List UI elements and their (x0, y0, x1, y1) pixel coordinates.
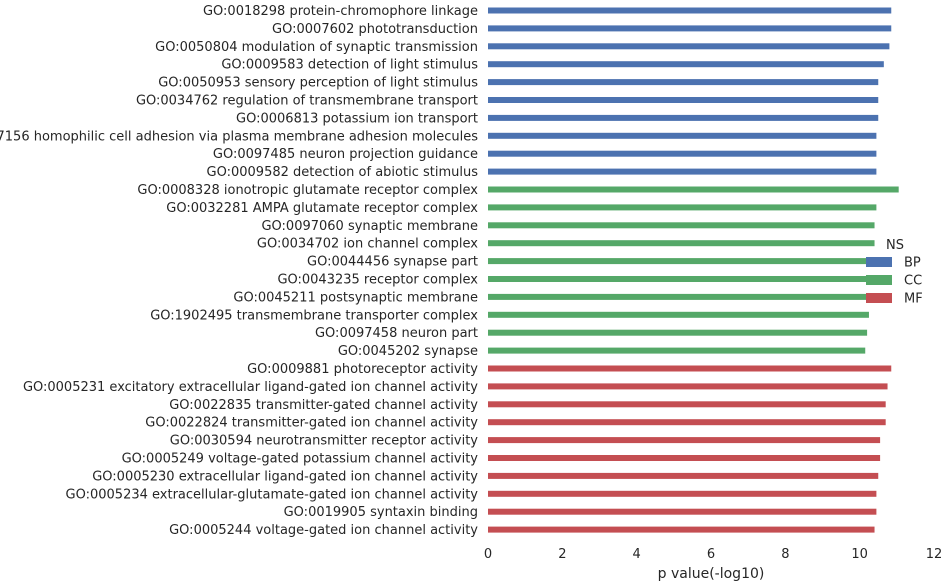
category-label: GO:0097485 neuron projection guidance (213, 147, 478, 162)
category-labels: GO:0018298 protein-chromophore linkage GO… (0, 4, 478, 538)
legend-swatch (866, 293, 892, 303)
category-label: GO:1902495 transmembrane transporter com… (150, 308, 478, 323)
category-label: GO:0008328 ionotropic glutamate receptor… (137, 183, 478, 198)
x-axis-title: p value(-log10) (658, 566, 765, 582)
x-tick-label: 4 (633, 547, 641, 562)
bar (488, 25, 892, 32)
x-tick-label: 10 (851, 547, 868, 562)
bar (488, 7, 892, 14)
category-label: GO:0050804 modulation of synaptic transm… (155, 40, 478, 55)
category-label: GO:0019905 syntaxin binding (284, 505, 478, 520)
bar (488, 293, 871, 300)
bar (488, 401, 886, 408)
category-label: GO:0043235 receptor complex (277, 273, 478, 288)
bar (488, 168, 877, 175)
x-tick-label: 8 (781, 547, 789, 562)
bar (488, 79, 879, 86)
category-label: GO:0005231 excitatory extracellular liga… (23, 380, 478, 395)
category-label: GO:0007602 phototransduction (272, 22, 478, 37)
category-label: GO:0022824 transmitter-gated ion channel… (145, 416, 478, 431)
bar (488, 455, 881, 461)
legend-swatch (866, 257, 892, 267)
bar (488, 383, 888, 390)
bar (488, 437, 881, 444)
bar (488, 347, 866, 354)
bar (488, 472, 879, 479)
legend-label: BP (904, 256, 921, 271)
legend-title: NS (886, 238, 904, 253)
bar (488, 311, 869, 318)
x-axis: 0 2 4 6 8 10 12 (484, 547, 942, 562)
category-label: GO:0034762 regulation of transmembrane t… (136, 94, 478, 109)
category-label: GO:0007156 homophilic cell adhesion via … (0, 129, 478, 144)
bar (488, 97, 879, 103)
bar (488, 150, 877, 157)
category-label: GO:0097458 neuron part (315, 326, 478, 341)
x-tick-label: 6 (707, 547, 715, 562)
category-label: GO:0045211 postsynaptic membrane (233, 290, 478, 305)
category-label: GO:0005234 extracellular-glutamate-gated… (66, 487, 479, 502)
bar (488, 419, 886, 426)
category-label: GO:0034702 ion channel complex (257, 237, 478, 252)
bars-layer (488, 7, 899, 533)
category-label: GO:0005244 voltage-gated ion channel act… (169, 523, 478, 538)
category-label: GO:0005230 extracellular ligand-gated io… (92, 469, 478, 484)
legend: NS BP CC MF (866, 238, 923, 307)
bar (488, 114, 879, 121)
category-label: GO:0022835 transmitter-gated channel act… (169, 398, 478, 413)
category-label: GO:0044456 synapse part (307, 255, 478, 270)
category-label: GO:0097060 synaptic membrane (261, 219, 478, 234)
bar (488, 526, 875, 533)
bar (488, 329, 868, 336)
category-label: GO:0006813 potassium ion transport (236, 111, 478, 126)
category-label: GO:0045202 synapse (338, 344, 478, 359)
category-label: GO:0050953 sensory perception of light s… (158, 76, 478, 91)
bar (488, 186, 899, 193)
bar (488, 222, 875, 229)
category-label: GO:0018298 protein-chromophore linkage (203, 4, 478, 19)
x-tick-label: 0 (484, 547, 492, 562)
category-label: GO:0030594 neurotransmitter receptor act… (170, 434, 479, 449)
category-label: GO:0032281 AMPA glutamate receptor compl… (166, 201, 478, 216)
category-label: GO:0009583 detection of light stimulus (221, 58, 478, 73)
bar (488, 365, 892, 372)
bar (488, 490, 877, 497)
legend-swatch (866, 275, 892, 285)
category-label: GO:0005249 voltage-gated potassium chann… (122, 452, 479, 467)
bar (488, 204, 877, 211)
bar (488, 132, 877, 139)
x-tick-label: 12 (926, 547, 943, 562)
x-tick-label: 2 (558, 547, 566, 562)
bar (488, 508, 877, 515)
bar (488, 258, 873, 265)
bar (488, 61, 884, 68)
category-label: GO:0009881 photoreceptor activity (247, 362, 478, 377)
category-label: GO:0009582 detection of abiotic stimulus (207, 165, 479, 180)
legend-label: CC (904, 274, 922, 289)
bar (488, 276, 873, 282)
bar (488, 240, 875, 247)
bar (488, 43, 890, 50)
legend-label: MF (904, 292, 923, 307)
